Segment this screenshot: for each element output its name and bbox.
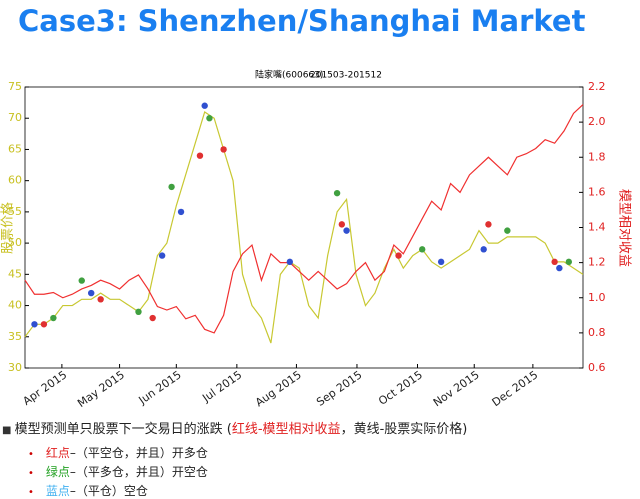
signal-dot: [201, 102, 208, 109]
y-tick-label: 35: [8, 330, 22, 343]
bullet: ■ 模型预测单只股票下一交易日的涨跌 (红线-模型相对收益，黄线-股票实际价格): [2, 422, 468, 437]
sub-bullet: • 绿点–（平多仓，并且）开空仓: [28, 463, 208, 480]
note-text: 红线-模型相对收益: [231, 422, 341, 437]
signal-dot: [395, 252, 402, 259]
x-tick-label: Dec 2015: [490, 368, 541, 409]
signal-dot: [88, 289, 95, 297]
note-text: ，黄线-股票实际价格): [340, 422, 468, 437]
signal-dot: [50, 314, 57, 322]
signal-dot: [338, 221, 346, 228]
signal-dot: [40, 321, 48, 328]
signal-dot: [177, 208, 185, 216]
signal-dot: [220, 146, 227, 153]
y2-tick-label: 1.4: [588, 221, 606, 234]
x-tick-label: Nov 2015: [431, 368, 482, 409]
sub-bullet: • 红点–（平空仓，并且）开多仓: [28, 444, 208, 461]
chart-subtitle: 201503-201512: [310, 71, 382, 81]
x-tick-label: Jun 2015: [136, 368, 184, 407]
signal-dot: [504, 227, 511, 234]
y2-tick-label: 2.0: [588, 115, 606, 128]
slide-title: Case3: Shenzhen/Shanghai Market: [18, 4, 586, 38]
x-tick-label: Sep 2015: [314, 368, 364, 409]
y-tick-label: 45: [8, 267, 22, 280]
signal-dot: [135, 308, 142, 315]
signal-dot: [343, 227, 350, 234]
y-tick-label: 50: [8, 236, 22, 249]
y2-tick-label: 2.2: [588, 80, 606, 93]
bullet-dot: •: [28, 449, 34, 460]
line-series: [24, 111, 584, 344]
line-series: [24, 104, 584, 334]
note-label: 蓝点: [45, 484, 70, 498]
plot-frame: [24, 86, 584, 369]
signal-dot: [168, 183, 175, 191]
signal-dot: [565, 258, 573, 266]
signal-dot: [149, 314, 156, 322]
note-text: 模型预测单只股票下一交易日的涨跌 (: [14, 422, 232, 437]
y-tick-label: 75: [8, 80, 22, 93]
chart: 陆家嘴(600663) 201503-201512 股票价格 模型相对收益 30…: [0, 69, 632, 411]
x-tick-label: Jul 2015: [199, 368, 244, 405]
note-label: 绿点: [45, 465, 70, 479]
y2-tick-label: 1.6: [588, 185, 606, 198]
y-tick-label: 30: [8, 361, 22, 374]
bullet-dot: •: [28, 468, 34, 479]
y2-tick-label: 0.8: [588, 326, 606, 339]
signal-dot: [333, 189, 341, 197]
y2-tick-label: 1.0: [588, 291, 606, 304]
x-tick-label: Aug 2015: [253, 368, 304, 409]
sub-bullet: • 蓝点–（平仓）空仓: [28, 482, 148, 499]
chart-title: 陆家嘴(600663): [255, 69, 323, 81]
y2-tick-label: 1.8: [588, 150, 606, 163]
signal-dot: [551, 258, 558, 266]
signal-dot: [97, 296, 104, 303]
note-text: –（平空仓，并且）开多仓: [69, 446, 208, 460]
y-tick-label: 40: [8, 299, 22, 312]
signal-dot: [78, 277, 85, 284]
signal-dot: [286, 258, 294, 266]
signal-dot: [556, 264, 563, 272]
signal-dot: [158, 252, 166, 259]
note-label: 红点: [45, 446, 70, 460]
y-axis-label: 股票价格: [0, 202, 16, 254]
y-tick-label: 65: [8, 142, 22, 155]
signal-dot: [480, 246, 487, 253]
y2-tick-label: 0.6: [588, 361, 606, 374]
x-tick-label: Apr 2015: [20, 368, 69, 408]
bullet-dot: •: [28, 487, 34, 498]
signal-dot: [196, 152, 204, 159]
signal-dot: [485, 221, 492, 228]
y-tick-label: 60: [8, 174, 22, 187]
x-tick-label: May 2015: [75, 368, 127, 410]
note-text: –（平仓）空仓: [69, 484, 148, 498]
signal-dot: [206, 115, 213, 122]
y2-tick-label: 1.2: [588, 256, 606, 269]
signal-dot: [31, 321, 38, 328]
y-tick-label: 55: [8, 205, 22, 218]
signal-dot: [437, 258, 445, 266]
signal-dot: [419, 246, 426, 253]
x-tick-label: Oct 2015: [376, 368, 425, 408]
y-tick-label: 70: [8, 111, 22, 124]
y2-axis-label: 模型相对收益: [617, 189, 632, 267]
note-text: –（平多仓，并且）开空仓: [69, 465, 208, 479]
